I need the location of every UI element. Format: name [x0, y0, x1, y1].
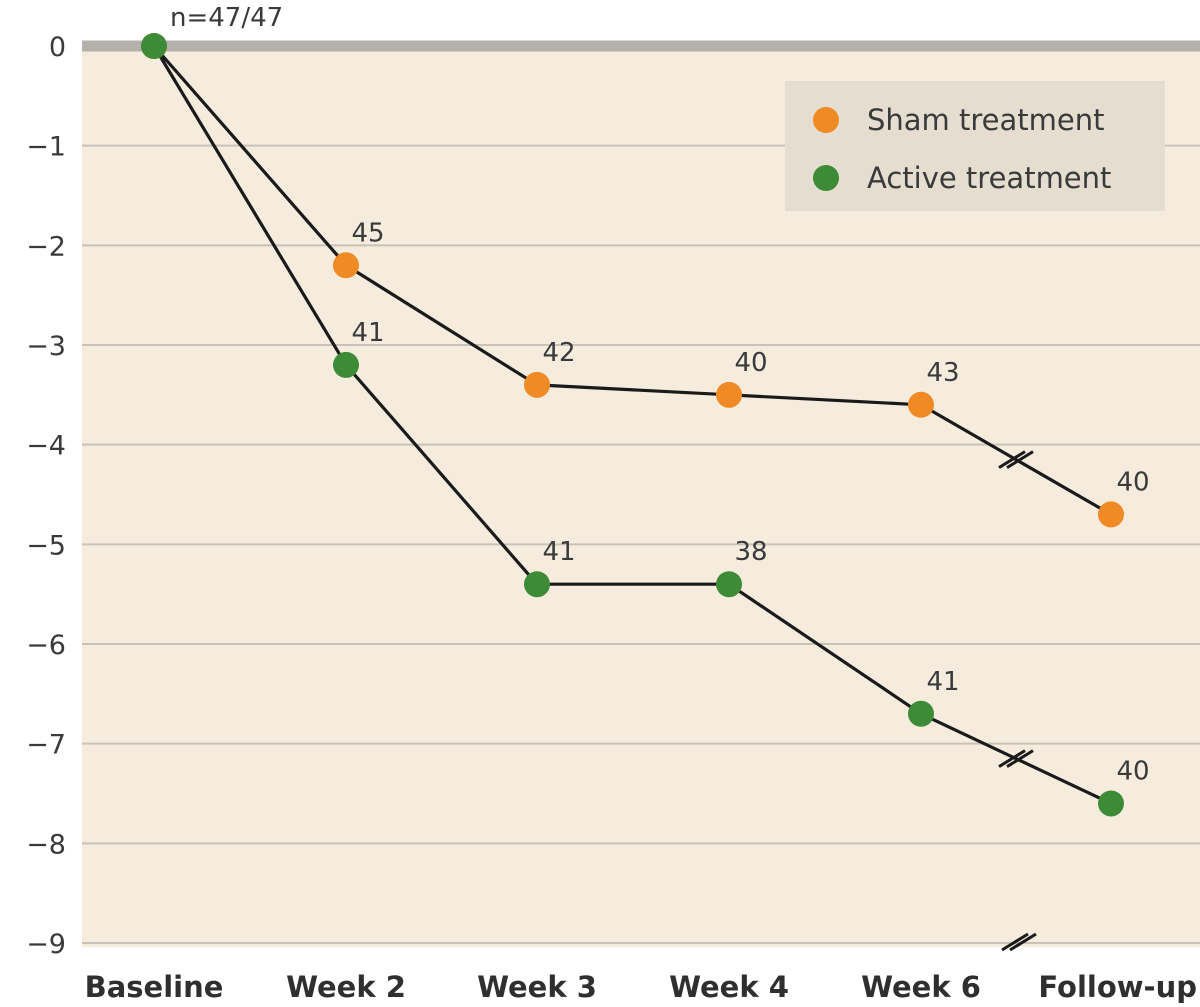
x-tick-label: Week 2 [286, 970, 406, 1004]
data-label-sham: 40 [1116, 467, 1149, 497]
axis-break-stroke [1006, 749, 1034, 768]
data-label-sham: 43 [926, 358, 959, 388]
x-tick-label: Week 4 [669, 970, 789, 1004]
x-axis-tick-labels: Baseline Week 2 Week 3 Week 4 Week 6 Follow-u… [85, 970, 1197, 1004]
data-point-sham [524, 371, 550, 398]
y-tick-label: −7 [26, 730, 66, 761]
data-label-active: 41 [351, 318, 384, 348]
y-tick-label: −2 [26, 231, 66, 262]
axis-break-stroke [998, 749, 1026, 768]
data-point-sham [333, 252, 359, 279]
axis-break-stroke [1006, 450, 1034, 469]
y-tick-label: −9 [26, 929, 66, 960]
data-point-active [1098, 790, 1124, 817]
data-label-active: 40 [1116, 756, 1149, 786]
data-label-sham: 40 [734, 348, 767, 378]
data-label-sham: 42 [542, 338, 575, 368]
axis-break-stroke [1001, 932, 1029, 952]
series-line-active [152, 45, 1112, 805]
data-point-active [908, 700, 934, 727]
legend-label-active: Active treatment [867, 161, 1111, 195]
axis-break-mark [998, 450, 1034, 469]
data-point-active [333, 351, 359, 378]
data-point-sham [716, 381, 742, 408]
x-tick-label: Week 3 [477, 970, 597, 1004]
legend-marker-sham [813, 107, 839, 133]
axis-break-mark [1001, 932, 1037, 952]
axis-break-mark [998, 749, 1034, 768]
y-tick-label: −3 [26, 331, 66, 362]
axis-break-marks [998, 450, 1037, 952]
y-tick-label: −5 [26, 530, 66, 561]
x-tick-label: Baseline [85, 970, 224, 1004]
y-tick-label: −4 [26, 431, 66, 462]
axis-break-stroke [1009, 932, 1037, 952]
data-point-active [141, 33, 167, 59]
y-tick-label: 0 [49, 32, 66, 63]
data-point-active [716, 571, 742, 598]
series-line-sham [152, 44, 1112, 516]
legend-marker-active [813, 165, 839, 191]
y-tick-label: −8 [26, 829, 66, 860]
data-label-active: 38 [734, 537, 767, 567]
data-label-sham: 45 [351, 218, 384, 248]
x-tick-label: Follow-up [1038, 970, 1197, 1004]
legend-box [785, 81, 1165, 211]
y-tick-label: −6 [26, 630, 66, 661]
data-point-sham [908, 391, 934, 418]
data-label-active: 41 [926, 667, 959, 697]
axis-break-stroke [998, 450, 1026, 469]
baseline-n-annotation: n=47/47 [170, 3, 283, 33]
y-axis-tick-labels: 0 −1 −2 −3 −4 −5 −6 −7 −8 −9 [26, 32, 66, 960]
legend-label-sham: Sham treatment [867, 103, 1105, 137]
data-label-active: 41 [542, 537, 575, 567]
x-tick-label: Week 6 [861, 970, 981, 1004]
data-point-sham [1098, 501, 1124, 528]
series-lines [152, 44, 1112, 805]
data-labels: 45 42 40 43 40 41 41 38 41 40 [351, 218, 1149, 786]
legend: Sham treatment Active treatment [785, 81, 1165, 211]
y-tick-label: −1 [26, 132, 66, 163]
data-points [141, 33, 1124, 817]
data-point-active [524, 571, 550, 598]
